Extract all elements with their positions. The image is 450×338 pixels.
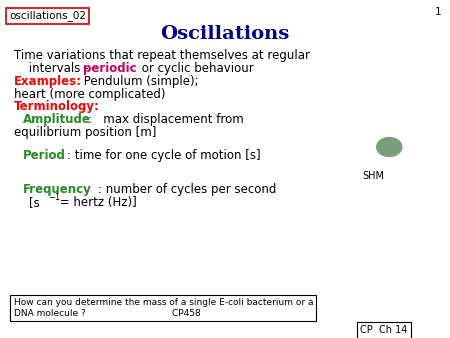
Text: Terminology:: Terminology: (14, 100, 99, 113)
Text: CP  Ch 14: CP Ch 14 (360, 325, 407, 335)
Text: Frequency: Frequency (22, 183, 91, 196)
Text: :   max displacement from: : max displacement from (88, 113, 243, 126)
Text: equilibrium position [m]: equilibrium position [m] (14, 126, 156, 139)
Text: : time for one cycle of motion [s]: : time for one cycle of motion [s] (67, 149, 260, 162)
Text: oscillations_02: oscillations_02 (9, 10, 86, 21)
Text: Period: Period (22, 149, 65, 162)
Text: or cyclic behaviour: or cyclic behaviour (138, 62, 254, 74)
Text: Time variations that repeat themselves at regular: Time variations that repeat themselves a… (14, 49, 310, 62)
Text: Pendulum (simple);: Pendulum (simple); (80, 75, 199, 88)
Text: 1: 1 (434, 7, 441, 17)
Text: heart (more complicated): heart (more complicated) (14, 88, 165, 100)
Text: SHM: SHM (362, 171, 384, 181)
Text: [s: [s (29, 196, 40, 209)
Text: −1: −1 (48, 193, 60, 202)
Circle shape (377, 138, 402, 156)
Text: = hertz (Hz)]: = hertz (Hz)] (56, 196, 136, 209)
Text: intervals -: intervals - (25, 62, 92, 74)
Text: Oscillations: Oscillations (160, 25, 290, 43)
Text: Amplitude: Amplitude (22, 113, 90, 126)
Text: : number of cycles per second: : number of cycles per second (98, 183, 276, 196)
Text: periodic: periodic (83, 62, 137, 74)
Text: Examples:: Examples: (14, 75, 81, 88)
Text: How can you determine the mass of a single E-coli bacterium or a
DNA molecule ? : How can you determine the mass of a sing… (14, 298, 313, 317)
